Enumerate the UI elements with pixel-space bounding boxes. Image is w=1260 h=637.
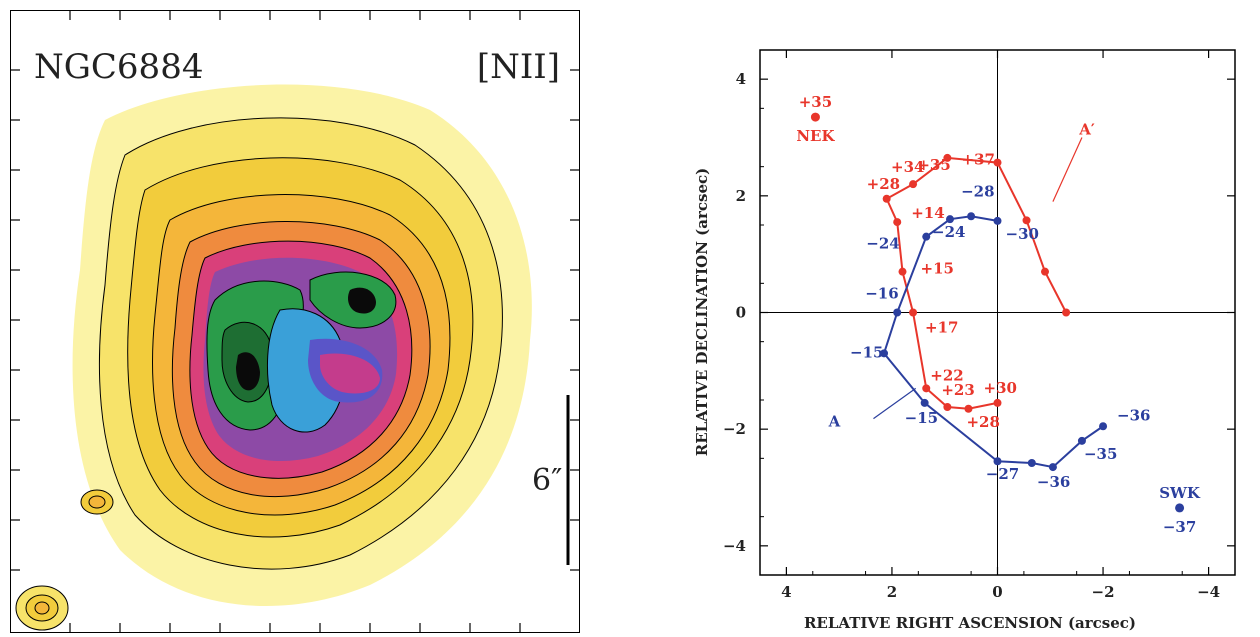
red-series-point: [899, 268, 907, 276]
blue-series-point: [967, 212, 975, 220]
blue-velocity-label: −24: [866, 235, 899, 253]
x-tick-label: −2: [1092, 583, 1115, 601]
nebula-image: NGC6884 [NII] 6″: [10, 10, 580, 633]
blue-velocity-label: −27: [986, 465, 1019, 483]
red-series-point: [909, 309, 917, 317]
emission-line-label: [NII]: [477, 47, 560, 87]
y-tick-label: 4: [736, 70, 746, 88]
red-series-point: [1023, 216, 1031, 224]
y-tick-label: 2: [736, 187, 746, 205]
x-tick-label: 2: [887, 583, 897, 601]
red-series-point: [909, 180, 917, 188]
object-label: NGC6884: [34, 47, 203, 87]
blue-velocity-label: −28: [961, 182, 994, 200]
nebula-image-panel: NGC6884 [NII] 6″: [10, 10, 580, 633]
x-axis-label: RELATIVE RIGHT ASCENSION (arcsec): [804, 614, 1136, 632]
red-series-point: [922, 384, 930, 392]
red-velocity-label: +30: [984, 379, 1017, 397]
nek-knot-point: [811, 113, 820, 122]
red-series-point: [893, 218, 901, 226]
red-series-point: [964, 405, 972, 413]
red-series-point: [1041, 268, 1049, 276]
blue-series-point: [994, 457, 1002, 465]
blue-series-point: [946, 215, 954, 223]
x-tick-label: 4: [781, 583, 791, 601]
nek-knot-label: NEK: [796, 127, 835, 145]
blue-velocity-label: −16: [865, 285, 898, 303]
blue-series-point: [1078, 437, 1086, 445]
red-series-point: [883, 195, 891, 203]
series-layer: +30+28+23+22+17+15+14+28+34+35+37−36−35−…: [850, 151, 1150, 492]
y-axis-label: RELATIVE DECLINATION (arcsec): [693, 168, 711, 456]
nek-knot-velocity: +35: [799, 93, 832, 111]
blue-velocity-label: −35: [1084, 445, 1117, 463]
annotation-label: A: [828, 412, 841, 430]
blue-velocity-label: −30: [1006, 225, 1039, 243]
blue-velocity-label: −24: [932, 223, 965, 241]
red-velocity-label: +15: [921, 260, 954, 278]
velocity-chart: 420−2−4−4−2024 +30+28+23+22+17+15+14+28+…: [680, 40, 1260, 633]
red-velocity-label: +22: [930, 366, 963, 384]
blue-series-point: [1028, 459, 1036, 467]
swk-knot-point: [1175, 503, 1184, 512]
annotation-label: A′: [1078, 121, 1095, 139]
blue-series-point: [893, 309, 901, 317]
blue-series-point: [1099, 422, 1107, 430]
blue-velocity-label: −15: [850, 343, 883, 361]
blue-series-point: [1049, 463, 1057, 471]
red-velocity-label: +17: [925, 319, 958, 337]
swk-knot-label: SWK: [1159, 484, 1201, 502]
x-tick-label: −4: [1197, 583, 1220, 601]
y-tick-label: 0: [736, 304, 746, 322]
y-tick-label: −2: [723, 420, 746, 438]
x-tick-label: 0: [992, 583, 1002, 601]
blue-velocity-label: −36: [1117, 406, 1150, 424]
red-velocity-label: +35: [917, 156, 950, 174]
blue-velocity-label: −36: [1037, 473, 1070, 491]
swk-knot-velocity: −37: [1163, 518, 1196, 536]
y-tick-label: −4: [723, 537, 746, 555]
red-velocity-label: +28: [867, 175, 900, 193]
red-series-point: [994, 399, 1002, 407]
blue-series-point: [922, 233, 930, 241]
blue-velocity-label: −15: [905, 409, 938, 427]
velocity-chart-panel: 420−2−4−4−2024 +30+28+23+22+17+15+14+28+…: [680, 40, 1260, 633]
red-velocity-label: +28: [966, 413, 999, 431]
blue-series-point: [994, 217, 1002, 225]
red-series-point: [1062, 309, 1070, 317]
annotation-leader-line: [1053, 138, 1082, 202]
red-series-point: [943, 403, 951, 411]
red-velocity-label: +37: [962, 151, 995, 169]
red-velocity-label: +14: [911, 204, 944, 222]
scale-label: 6″: [532, 463, 562, 498]
blue-series-point: [921, 399, 929, 407]
